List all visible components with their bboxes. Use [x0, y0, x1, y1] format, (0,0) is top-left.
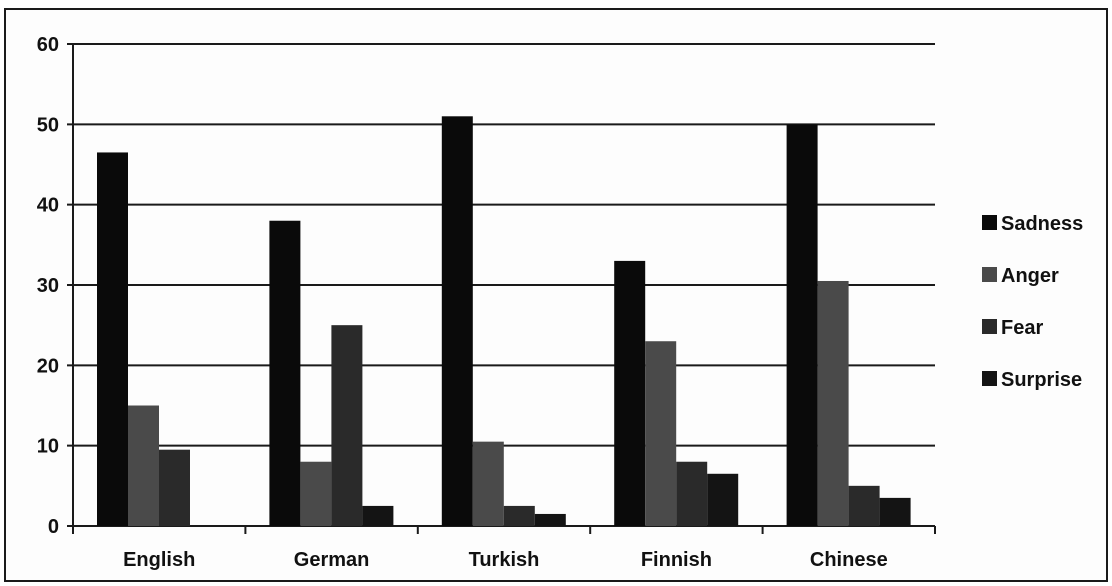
x-category-label: German: [294, 549, 370, 571]
legend-label-fear: Fear: [1001, 317, 1043, 339]
legend-swatch-fear: [982, 319, 997, 334]
bar-sadness-turkish: [441, 116, 473, 527]
bar-surprise-finnish: [707, 473, 739, 526]
y-tick-label: 10: [37, 436, 59, 458]
bar-fear-finnish: [676, 461, 708, 526]
x-category-label: Chinese: [810, 549, 888, 571]
bar-anger-turkish: [472, 441, 504, 526]
y-tick-label: 30: [37, 275, 59, 297]
legend-swatch-surprise: [982, 371, 997, 386]
bar-anger-german: [300, 461, 332, 526]
bar-surprise-turkish: [534, 513, 566, 526]
bar-fear-turkish: [503, 505, 535, 526]
x-category-label: Finnish: [641, 549, 712, 571]
legend: Sadness Anger Fear Surprise: [982, 213, 1083, 391]
legend-label-surprise: Surprise: [1001, 369, 1082, 391]
bar-fear-english: [159, 449, 190, 526]
bar-sadness-finnish: [614, 260, 646, 526]
y-tick-label: 0: [48, 516, 59, 538]
x-category-label: English: [123, 549, 195, 571]
bar-anger-finnish: [645, 341, 677, 526]
y-tick-label: 60: [37, 34, 59, 56]
y-tick-label: 40: [37, 195, 59, 217]
legend-label-anger: Anger: [1001, 265, 1059, 287]
bar-surprise-german: [362, 505, 394, 526]
labels: 0 10 20 30 40 50 60 English German Turkish Finnish…: [37, 34, 888, 571]
x-category-label: Turkish: [469, 549, 540, 571]
bar-surprise-chinese: [879, 497, 911, 526]
bar-anger-english: [128, 405, 159, 526]
bar-sadness-chinese: [786, 124, 818, 526]
legend-label-sadness: Sadness: [1001, 213, 1083, 235]
y-tick-label: 20: [37, 355, 59, 377]
bar-anger-chinese: [817, 280, 849, 526]
bar-fear-chinese: [848, 485, 880, 526]
bar-sadness-english: [97, 152, 128, 526]
legend-swatch-sadness: [982, 215, 997, 230]
bars: [97, 116, 911, 527]
legend-swatch-anger: [982, 267, 997, 282]
y-tick-label: 50: [37, 114, 59, 136]
bar-fear-german: [331, 325, 363, 526]
bar-sadness-german: [269, 220, 301, 526]
